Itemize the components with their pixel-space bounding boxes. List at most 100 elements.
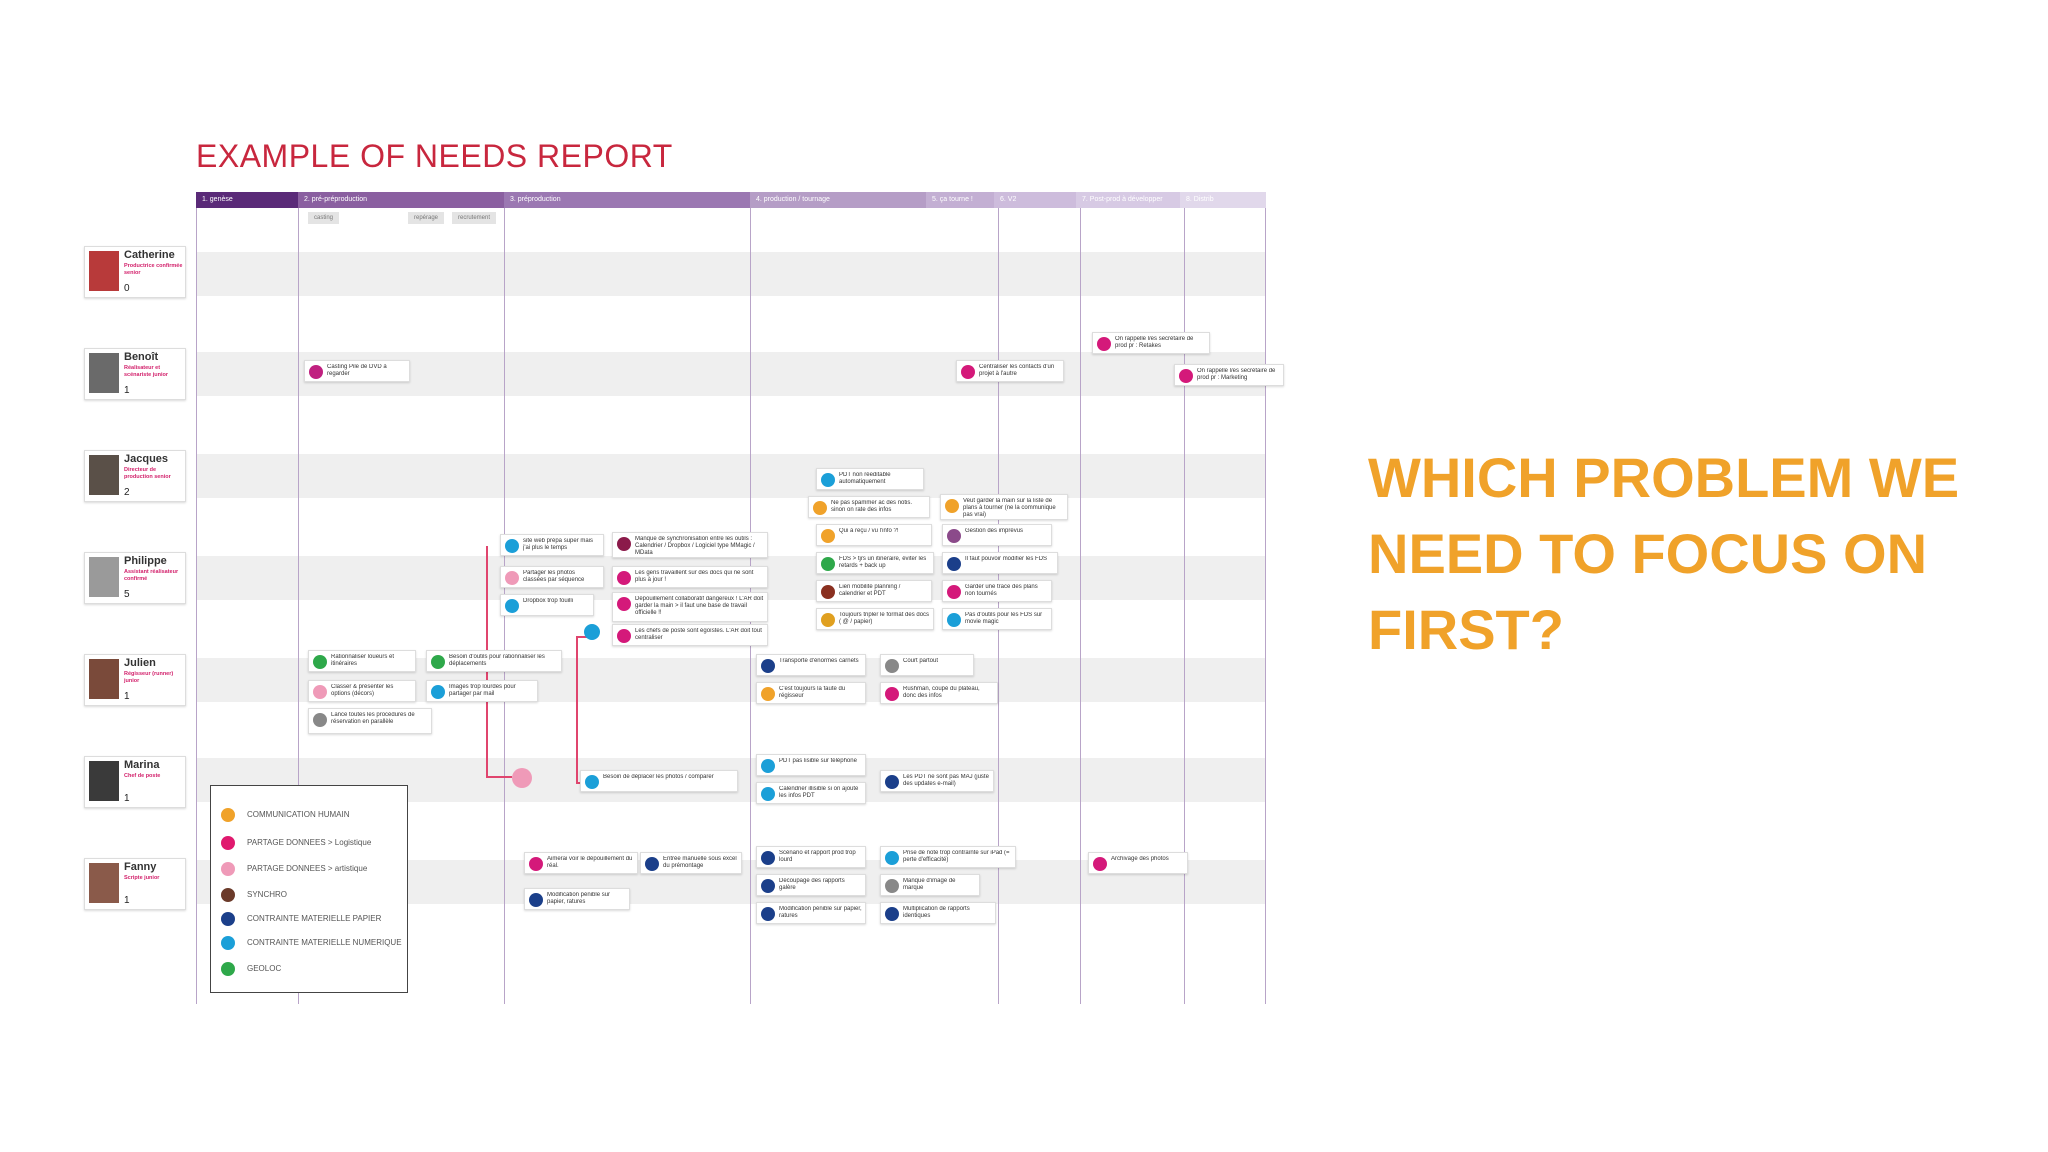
need-card: Partager les photos classées par séquenc…: [500, 566, 604, 588]
need-card: Lance toutes les procédures de réservati…: [308, 708, 432, 734]
need-card: Court partout: [880, 654, 974, 676]
category-dot: [313, 655, 327, 669]
category-dot: [505, 599, 519, 613]
legend-swatch: [221, 888, 235, 902]
phase-divider: [1184, 208, 1185, 1004]
category-dot: [761, 851, 775, 865]
need-card: Aimerai voir le dépouillement du réal.: [524, 852, 638, 874]
need-card: Scénario et rapport prod trop lourd: [756, 846, 866, 868]
category-dot: [885, 687, 899, 701]
persona-count: 1: [124, 895, 130, 906]
persona-name: Jacques: [124, 453, 169, 465]
persona-count: 0: [124, 283, 130, 294]
need-card: Les chefs de poste sont égoïstes. L'AR d…: [612, 624, 768, 646]
category-dot: [617, 537, 631, 551]
persona-name: Benoît: [124, 351, 159, 363]
connector-node: [512, 768, 532, 788]
need-card: Prise de note trop contraînte sur iPad (…: [880, 846, 1016, 868]
avatar: [89, 761, 119, 801]
category-dot: [505, 571, 519, 585]
persona-count: 1: [124, 691, 130, 702]
persona-role: Assistant réalisateur confirmé: [124, 569, 179, 582]
legend-swatch: [221, 808, 235, 822]
connector-line: [576, 636, 590, 638]
phase-divider: [1265, 208, 1266, 1004]
subtag-recrutement: recrutement: [452, 212, 497, 224]
row-band: [196, 454, 1266, 498]
phase-divider: [196, 208, 197, 1004]
need-card: On rappelle l/es secrétaire de prod pr :…: [1092, 332, 1210, 354]
persona-card: Marina Chef de poste 1: [84, 756, 186, 808]
need-card: PDT non réeditable automatiquement: [816, 468, 924, 490]
subtag-reperage: repérage: [408, 212, 445, 224]
persona-role: Directeur de production senior: [124, 467, 171, 480]
persona-card: Jacques Directeur de production senior 2: [84, 450, 186, 502]
phase-divider: [998, 208, 999, 1004]
category-legend: COMMUNICATION HUMAIN PARTAGE DONNEES > L…: [210, 785, 408, 993]
category-dot: [529, 857, 543, 871]
category-dot: [761, 659, 775, 673]
legend-swatch: [221, 962, 235, 976]
category-dot: [947, 613, 961, 627]
need-card: Pas d'outils pour les FDS sur movie magi…: [942, 608, 1052, 630]
persona-name: Philippe: [124, 555, 167, 567]
avatar: [89, 353, 119, 393]
need-card: FDS > tjrs un itinéraire, éviter les ret…: [816, 552, 934, 574]
persona-card: Benoît Réalisateur et scénariste junior …: [84, 348, 186, 400]
phase-header-1: 1. genèse: [196, 192, 298, 208]
category-dot: [885, 851, 899, 865]
legend-swatch: [221, 836, 235, 850]
category-dot: [947, 529, 961, 543]
category-dot: [821, 613, 835, 627]
category-dot: [1093, 857, 1107, 871]
need-card: Rationnaliser loueurs et itinéraires: [308, 650, 416, 672]
need-card: Veut garder la main sur la liste de plan…: [940, 494, 1068, 520]
legend-swatch: [221, 862, 235, 876]
need-card: Multiplication de rapports identiques: [880, 902, 996, 924]
avatar: [89, 863, 119, 903]
persona-count: 1: [124, 385, 130, 396]
category-dot: [947, 585, 961, 599]
need-card: Centraliser les contacts d'un projet à l…: [956, 360, 1064, 382]
category-dot: [947, 557, 961, 571]
category-dot: [945, 499, 959, 513]
need-card: Toujours tripler le format des docs ( @ …: [816, 608, 934, 630]
persona-role: Productrice confirmée senior: [124, 263, 183, 276]
phase-header-5: 5. ça tourne !: [926, 192, 994, 208]
need-card: Classer & présenter les options (décors): [308, 680, 416, 702]
category-dot: [313, 685, 327, 699]
avatar: [89, 251, 119, 291]
persona-role: Chef de poste: [124, 773, 161, 779]
need-card: Les PDT ne sont pas MAJ (juste des updat…: [880, 770, 994, 792]
category-dot: [617, 597, 631, 611]
need-card: Besoin de déplacer les photos / comparer: [580, 770, 738, 792]
persona-role: Réalisateur et scénariste junior: [124, 365, 169, 378]
persona-count: 2: [124, 487, 130, 498]
category-dot: [761, 759, 775, 773]
phase-header-2: 2. pré-préproduction: [298, 192, 504, 208]
category-dot: [617, 629, 631, 643]
need-card: Lien mobilité planning / calendrier et P…: [816, 580, 932, 602]
category-dot: [505, 539, 519, 553]
category-dot: [821, 529, 835, 543]
phase-header-6: 6. V2: [994, 192, 1076, 208]
need-card: Casting Pile de DVD à regarder: [304, 360, 410, 382]
category-dot: [961, 365, 975, 379]
persona-name: Fanny: [124, 861, 157, 873]
category-dot: [1097, 337, 1111, 351]
need-card: Il faut pouvoir modifier les FDS: [942, 552, 1058, 574]
need-card: site web prépa super mais j'ai plus le t…: [500, 534, 604, 556]
avatar: [89, 557, 119, 597]
need-card: Modification pénible sur papier, ratures: [756, 902, 866, 924]
category-dot: [617, 571, 631, 585]
need-card: Transporte d'énormes carnets: [756, 654, 866, 676]
need-card: Dépouillement collaboratif dangereux ! L…: [612, 592, 768, 622]
slide-title: EXAMPLE OF NEEDS REPORT: [196, 138, 673, 174]
need-card: Calendrier illisible si on ajoute les in…: [756, 782, 866, 804]
category-dot: [529, 893, 543, 907]
phase-header-8: 8. Distrib: [1180, 192, 1266, 208]
persona-role: Scripte junior: [124, 875, 160, 881]
need-card: C'est toujours la faute du régisseur: [756, 682, 866, 704]
need-card: Rushman, coupé du plateau, donc des info…: [880, 682, 998, 704]
subtag-casting: casting: [308, 212, 340, 224]
